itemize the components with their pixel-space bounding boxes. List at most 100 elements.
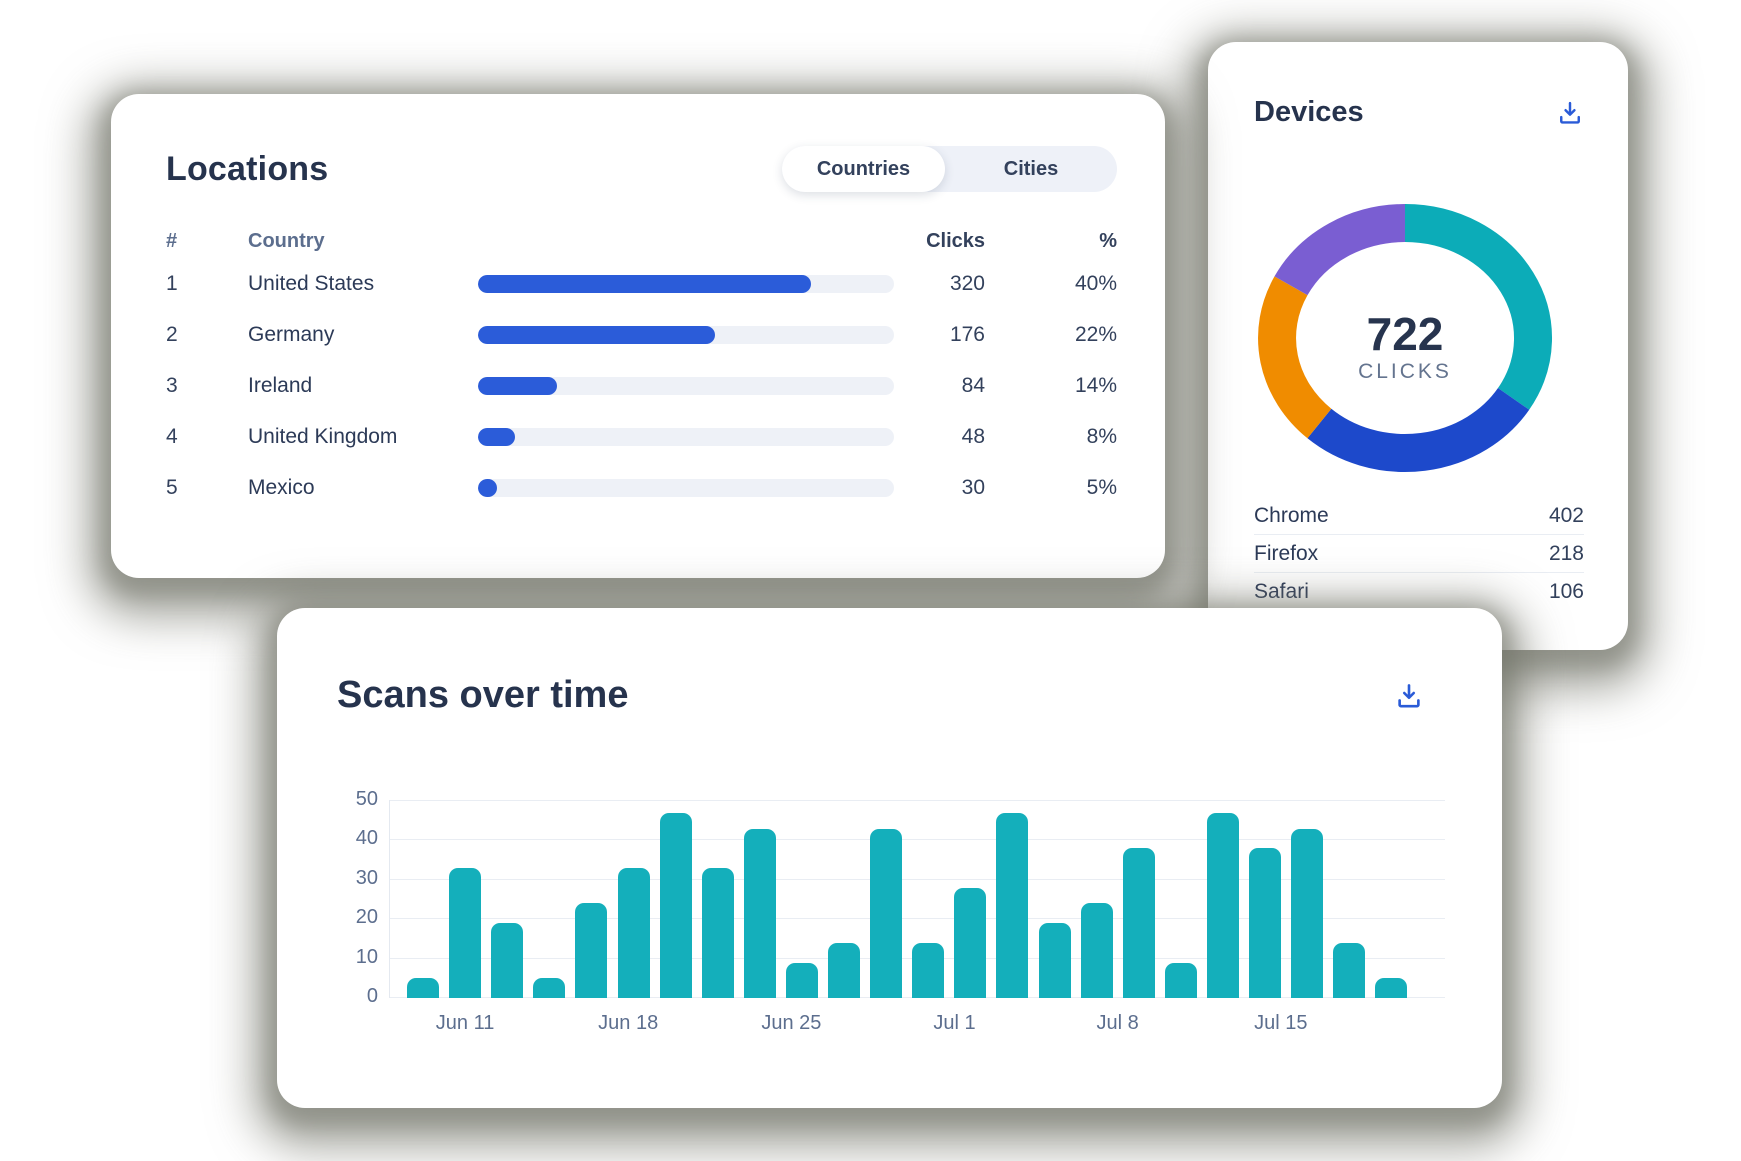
clicks-cell: 48 (961, 424, 985, 448)
percent-cell: 22% (1074, 322, 1117, 346)
devices-title: Devices (1254, 96, 1364, 128)
clicks-bar (478, 427, 894, 446)
scan-bar (407, 978, 439, 998)
donut-center-text: 722 CLICKS (1358, 310, 1452, 384)
clicks-bar (478, 478, 894, 497)
download-icon (1560, 101, 1580, 124)
locations-table-body: 1 United States 320 40% 2 Germany 176 22% 3 Irela… (111, 258, 1165, 513)
clicks-bar-fill (478, 325, 716, 344)
toggle-countries[interactable]: Countries (782, 146, 945, 192)
x-axis-tick-label: Jun 25 (761, 1012, 822, 1034)
x-axis-tick-label: Jul 15 (1254, 1012, 1308, 1034)
scan-bar (996, 812, 1029, 998)
devices-card: Devices 722 CLICKS Chrome 402 Firefox 218 Sa… (1208, 42, 1628, 650)
country-cell: Germany (248, 322, 335, 346)
gridline (390, 839, 1445, 841)
rank-cell: 2 (166, 322, 178, 346)
donut-svg (1258, 204, 1552, 473)
clicks-bar-track (478, 376, 894, 395)
country-cell: Ireland (248, 373, 313, 397)
gridline (390, 800, 1445, 801)
devices-download-button[interactable] (1556, 99, 1584, 127)
y-axis-tick-label: 0 (366, 985, 378, 1007)
scans-card: Scans over time 0 10 20 30 40 50 Jun 11 Jun 18 J… (277, 608, 1502, 1108)
column-clicks: Clicks (926, 229, 985, 252)
scan-bar (828, 942, 860, 998)
device-name: Chrome (1254, 503, 1329, 527)
scan-bar (659, 812, 692, 998)
clicks-bar-track (478, 427, 894, 446)
device-name: Firefox (1254, 541, 1319, 565)
y-axis-tick-label: 40 (355, 827, 378, 850)
clicks-cell: 320 (949, 271, 985, 295)
locations-card: Locations Countries Cities # Country Cli… (111, 94, 1165, 578)
x-axis-tick-label: Jun 11 (435, 1012, 495, 1034)
percent-cell: 14% (1074, 373, 1117, 397)
scan-bar (870, 828, 903, 998)
country-cell: Mexico (248, 475, 315, 499)
scan-bar (617, 868, 650, 998)
donut-segment-purple (1274, 204, 1406, 296)
devices-donut-chart: 722 CLICKS (1208, 192, 1628, 484)
table-row: 2 Germany 176 22% (111, 309, 1165, 360)
x-axis-tick-label: Jul 8 (1096, 1012, 1139, 1034)
y-axis-tick-label: 30 (355, 866, 378, 889)
clicks-bar (478, 376, 894, 395)
scan-bar (1080, 903, 1113, 998)
scan-bar (449, 868, 482, 998)
scan-bar (1206, 812, 1239, 998)
gridline (390, 918, 1445, 920)
rank-cell: 4 (166, 424, 178, 448)
devices-legend: Chrome 402 Firefox 218 Safari 106 (1254, 497, 1584, 610)
y-axis-tick-label: 20 (355, 906, 378, 929)
table-row: 5 Mexico 30 5% (111, 462, 1165, 513)
scan-bar (743, 828, 776, 998)
y-axis-tick-label: 10 (355, 945, 378, 968)
device-legend-row: Chrome 402 (1254, 497, 1584, 534)
clicks-bar-fill (478, 376, 558, 395)
scan-bar (1375, 978, 1408, 998)
percent-cell: 8% (1086, 424, 1117, 448)
x-axis-tick-label: Jun 18 (598, 1012, 659, 1034)
device-value: 402 (1548, 503, 1584, 527)
scans-header: Scans over time (277, 608, 1502, 717)
locations-header: Locations Countries Cities (111, 94, 1165, 192)
rank-cell: 3 (166, 373, 178, 397)
column-rank: # (166, 229, 178, 252)
clicks-bar-track (478, 274, 894, 293)
donut-total-label: CLICKS (1358, 360, 1452, 384)
device-value: 218 (1548, 541, 1584, 565)
scans-title: Scans over time (337, 674, 629, 716)
toggle-cities[interactable]: Cities (945, 146, 1117, 192)
scan-bar (1122, 848, 1155, 998)
donut-segment-orange (1258, 276, 1332, 439)
y-axis-line (389, 800, 390, 998)
donut-total-value: 722 (1366, 308, 1444, 360)
clicks-cell: 84 (961, 373, 985, 397)
gridline (390, 878, 1445, 880)
location-view-toggle: Countries Cities (782, 146, 1117, 192)
column-percent: % (1099, 229, 1117, 252)
scan-bar (533, 978, 566, 998)
scan-bar (1291, 828, 1324, 998)
device-name: Safari (1254, 579, 1309, 603)
scan-bar (575, 903, 608, 998)
x-axis-tick-label: Jul 1 (933, 1012, 976, 1034)
device-legend-row: Safari 106 (1254, 572, 1584, 610)
rank-cell: 5 (166, 475, 178, 499)
device-legend-row: Firefox 218 (1254, 534, 1584, 572)
clicks-bar-fill (478, 427, 516, 446)
table-row: 3 Ireland 84 14% (111, 360, 1165, 411)
scan-bar (785, 962, 818, 998)
percent-cell: 40% (1074, 271, 1117, 295)
scan-bar (491, 923, 524, 998)
clicks-bar-fill (478, 478, 497, 497)
scans-bar-chart: 0 10 20 30 40 50 Jun 11 Jun 18 Jun 25 Jul 1 Jul 8 J… (356, 788, 1445, 1034)
donut-segment-teal (1404, 204, 1552, 410)
percent-cell: 5% (1086, 475, 1117, 499)
locations-title: Locations (166, 149, 329, 188)
scans-download-button[interactable] (1394, 681, 1424, 711)
device-value: 106 (1548, 579, 1584, 603)
clicks-bar-track (478, 478, 894, 497)
